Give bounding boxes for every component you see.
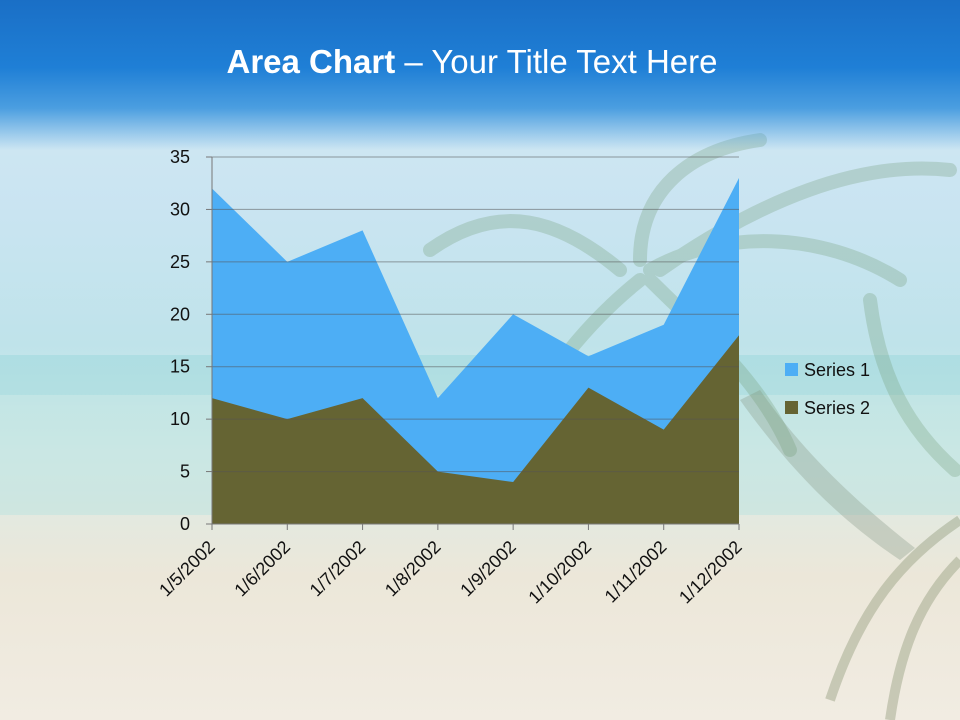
y-tick-label: 15 bbox=[170, 357, 190, 377]
legend-swatch-series-2 bbox=[785, 401, 798, 414]
x-tick-label: 1/8/2002 bbox=[381, 537, 445, 601]
y-tick-label: 20 bbox=[170, 304, 190, 324]
y-tick-label: 5 bbox=[180, 462, 190, 482]
x-tick-label: 1/10/2002 bbox=[524, 537, 595, 608]
title-bold-part: Area Chart bbox=[226, 43, 396, 80]
title-bar bbox=[0, 0, 960, 150]
y-tick-label: 35 bbox=[170, 147, 190, 167]
y-tick-label: 10 bbox=[170, 409, 190, 429]
x-tick-label: 1/11/2002 bbox=[601, 537, 671, 607]
x-tick-label: 1/6/2002 bbox=[230, 537, 294, 601]
x-tick-label: 1/7/2002 bbox=[306, 537, 370, 601]
series-2-area bbox=[212, 335, 739, 524]
legend-label-series-2: Series 2 bbox=[804, 398, 870, 418]
y-tick-label: 0 bbox=[180, 514, 190, 534]
x-tick-label: 1/9/2002 bbox=[456, 537, 520, 601]
x-tick-label: 1/5/2002 bbox=[155, 537, 219, 601]
y-tick-label: 25 bbox=[170, 252, 190, 272]
x-tick-label: 1/12/2002 bbox=[675, 537, 746, 608]
slide-title: Area Chart – Your Title Text Here bbox=[0, 40, 944, 84]
y-tick-label: 30 bbox=[170, 199, 190, 219]
legend-label-series-1: Series 1 bbox=[804, 360, 870, 380]
title-rest-part: – Your Title Text Here bbox=[395, 43, 718, 80]
legend-swatch-series-1 bbox=[785, 363, 798, 376]
